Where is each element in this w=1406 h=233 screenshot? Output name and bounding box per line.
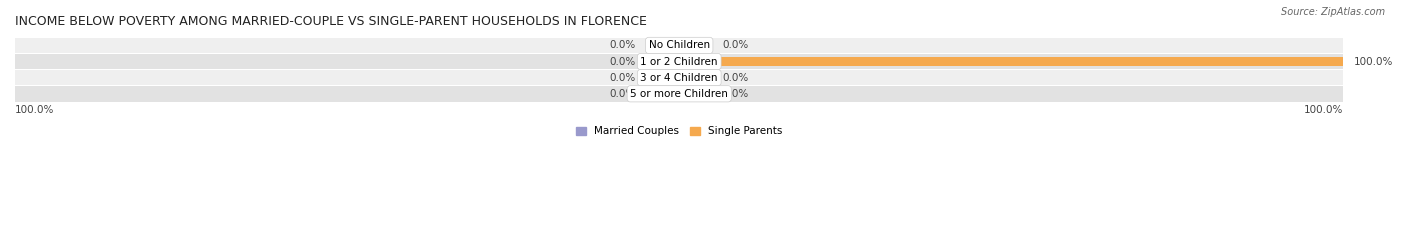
Bar	[15, 70, 1344, 86]
Text: 1 or 2 Children: 1 or 2 Children	[641, 57, 718, 67]
Text: 0.0%: 0.0%	[723, 41, 748, 50]
Text: 0.0%: 0.0%	[723, 89, 748, 99]
Bar	[645, 73, 679, 82]
Text: 3 or 4 Children: 3 or 4 Children	[641, 73, 718, 83]
Text: No Children: No Children	[648, 41, 710, 50]
Text: Source: ZipAtlas.com: Source: ZipAtlas.com	[1281, 7, 1385, 17]
Legend: Married Couples, Single Parents: Married Couples, Single Parents	[571, 122, 787, 140]
Text: 0.0%: 0.0%	[610, 89, 636, 99]
Text: 0.0%: 0.0%	[723, 73, 748, 83]
Text: 100.0%: 100.0%	[1305, 105, 1344, 115]
Bar	[679, 57, 1344, 66]
Text: 0.0%: 0.0%	[610, 73, 636, 83]
Bar	[645, 89, 679, 99]
Text: 100.0%: 100.0%	[15, 105, 55, 115]
Text: INCOME BELOW POVERTY AMONG MARRIED-COUPLE VS SINGLE-PARENT HOUSEHOLDS IN FLORENC: INCOME BELOW POVERTY AMONG MARRIED-COUPL…	[15, 15, 647, 28]
Bar	[679, 73, 713, 82]
Bar	[645, 41, 679, 50]
Bar	[679, 41, 713, 50]
Bar	[645, 57, 679, 66]
Bar	[15, 38, 1344, 53]
Bar	[15, 86, 1344, 102]
Bar	[679, 89, 713, 99]
Text: 5 or more Children: 5 or more Children	[630, 89, 728, 99]
Text: 0.0%: 0.0%	[610, 41, 636, 50]
Text: 100.0%: 100.0%	[1354, 57, 1393, 67]
Bar	[15, 54, 1344, 69]
Text: 0.0%: 0.0%	[610, 57, 636, 67]
